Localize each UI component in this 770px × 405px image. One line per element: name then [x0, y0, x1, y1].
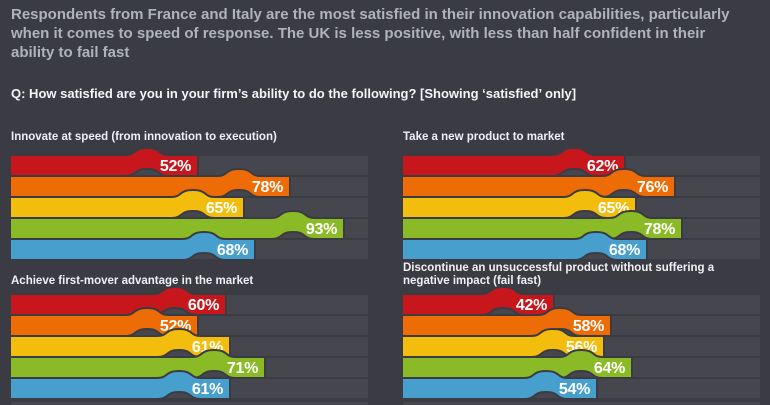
bar-ribbon — [403, 351, 631, 377]
bar-value-label: 60% — [188, 297, 219, 314]
bar-ribbon — [11, 170, 289, 196]
chart-title: Innovate at speed (from innovation to ex… — [11, 131, 277, 143]
bar-ribbon — [11, 212, 343, 238]
bar-ribbon — [403, 170, 674, 196]
bar-ribbon — [403, 288, 553, 314]
header-intro-text: Respondents from France and Italy are th… — [11, 6, 730, 61]
chart-title: Discontinue an unsuccessful product with… — [403, 262, 715, 287]
chart-innovate-at-speed: Innovate at speed (from innovation to ex… — [9, 129, 368, 261]
bar-ribbon — [11, 372, 229, 398]
bar-ribbon — [403, 372, 596, 398]
bar-value-label: 65% — [206, 200, 237, 217]
bar-ribbon — [11, 288, 225, 314]
clipped-next-row-track — [403, 402, 760, 405]
bar-ribbon — [403, 191, 635, 217]
bar-ribbon — [403, 309, 610, 335]
survey-question-text: Q: How satisfied are you in your firm’s … — [11, 86, 577, 101]
chart-title: Achieve first-mover advantage in the mar… — [11, 275, 254, 287]
bar-ribbon — [403, 149, 624, 175]
bar-chart-svg: 60%52%61%71%61% — [9, 285, 368, 400]
bar-value-label: 52% — [160, 158, 191, 175]
bar-ribbon — [11, 309, 197, 335]
bar-ribbon — [11, 351, 264, 377]
bar-value-label: 76% — [637, 179, 668, 196]
bar-value-label: 93% — [306, 221, 337, 238]
bar-chart-svg: 42%58%56%64%54% — [401, 285, 760, 400]
bar-value-label: 61% — [192, 381, 223, 398]
chart-title-area: Take a new product to market — [403, 129, 760, 144]
bar-ribbon — [11, 233, 254, 259]
bar-value-label: 54% — [559, 381, 590, 398]
bar-value-label: 62% — [587, 158, 618, 175]
bar-value-label: 64% — [594, 360, 625, 377]
bar-value-label: 78% — [644, 221, 675, 238]
bar-value-label: 58% — [573, 318, 604, 335]
bar-value-label: 68% — [217, 242, 248, 259]
chart-first-mover-advantage: Achieve first-mover advantage in the mar… — [9, 258, 368, 405]
chart-new-product-to-market: Take a new product to market 62% 76% 65% 78… — [401, 129, 760, 261]
bar-value-label: 42% — [516, 297, 547, 314]
bar-value-label: 71% — [227, 360, 258, 377]
bar-ribbon — [11, 330, 229, 356]
bar-ribbon — [11, 191, 243, 217]
chart-title-area: Achieve first-mover advantage in the mar… — [11, 258, 368, 288]
bar-value-label: 78% — [252, 179, 283, 196]
chart-title-area: Innovate at speed (from innovation to ex… — [11, 129, 368, 144]
bar-ribbon — [11, 149, 197, 175]
bar-value-label: 68% — [609, 242, 640, 259]
bar-ribbon — [403, 212, 681, 238]
bar-ribbon — [403, 330, 603, 356]
chart-fail-fast: Discontinue an unsuccessful product with… — [401, 258, 760, 405]
chart-title: Take a new product to market — [403, 131, 565, 143]
chart-title-area: Discontinue an unsuccessful product with… — [403, 258, 760, 288]
bar-chart-svg: 62%76%65%78%68% — [401, 146, 760, 261]
bar-ribbon — [403, 233, 646, 259]
bar-chart-svg: 52% 78% 65% 93% 68% — [9, 146, 368, 261]
clipped-next-row-track — [11, 402, 368, 405]
